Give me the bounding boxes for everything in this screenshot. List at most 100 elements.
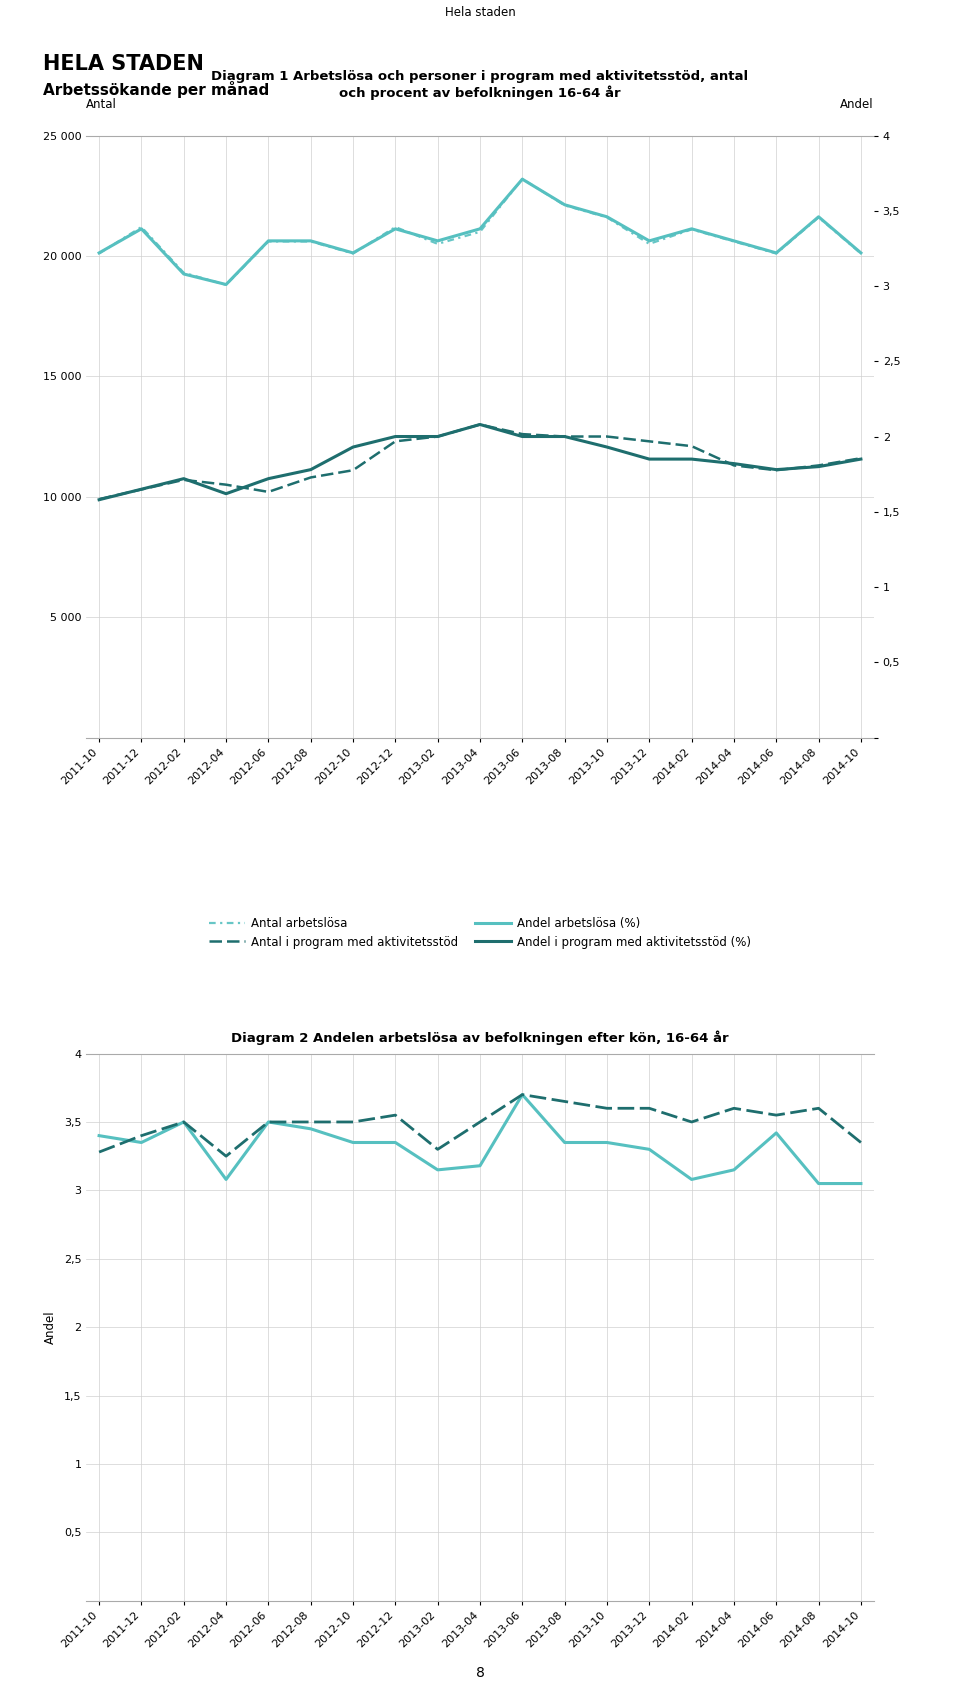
Män bbox=[685, 1111, 697, 1132]
Antal arbetslösa bbox=[643, 234, 655, 254]
Antal i program med aktivitetsstöd bbox=[390, 432, 401, 452]
Line: Män: Män bbox=[99, 1094, 861, 1157]
Män bbox=[474, 1111, 486, 1132]
Kvinnor bbox=[432, 1160, 444, 1181]
Män bbox=[559, 1091, 570, 1111]
Män bbox=[855, 1132, 867, 1152]
Y-axis label: Andel: Andel bbox=[44, 1311, 57, 1343]
Text: Antal: Antal bbox=[86, 98, 117, 112]
Andel arbetslösa (%) bbox=[601, 207, 612, 227]
Andel arbetslösa (%) bbox=[855, 242, 867, 263]
Antal arbetslösa bbox=[390, 217, 401, 237]
Antal i program med aktivitetsstöd bbox=[729, 456, 740, 476]
Antal i program med aktivitetsstöd bbox=[178, 469, 189, 490]
Antal arbetslösa bbox=[178, 263, 189, 283]
Män bbox=[643, 1098, 655, 1118]
Män bbox=[348, 1111, 359, 1132]
Antal i program med aktivitetsstöd bbox=[601, 427, 612, 447]
Antal i program med aktivitetsstöd bbox=[559, 427, 570, 447]
Kvinnor bbox=[771, 1123, 782, 1143]
Kvinnor bbox=[348, 1132, 359, 1152]
Kvinnor bbox=[813, 1174, 825, 1194]
Andel arbetslösa (%) bbox=[263, 230, 275, 251]
Andel arbetslösa (%) bbox=[771, 242, 782, 263]
Antal arbetslösa bbox=[474, 222, 486, 242]
Kvinnor bbox=[729, 1160, 740, 1181]
Kvinnor bbox=[305, 1118, 317, 1138]
Kvinnor bbox=[93, 1125, 105, 1145]
Kvinnor bbox=[390, 1132, 401, 1152]
Antal i program med aktivitetsstöd bbox=[305, 468, 317, 488]
Andel i program med aktivitetsstöd (%) bbox=[390, 427, 401, 447]
Kvinnor bbox=[178, 1111, 189, 1132]
Antal i program med aktivitetsstöd bbox=[685, 435, 697, 456]
Text: HELA STADEN: HELA STADEN bbox=[43, 54, 204, 75]
Title: Diagram 2 Andelen arbetslösa av befolkningen efter kön, 16-64 år: Diagram 2 Andelen arbetslösa av befolkni… bbox=[231, 1032, 729, 1045]
Antal arbetslösa bbox=[305, 232, 317, 252]
Antal i program med aktivitetsstöd bbox=[855, 447, 867, 468]
Män bbox=[93, 1142, 105, 1162]
Antal i program med aktivitetsstöd bbox=[813, 456, 825, 476]
Antal i program med aktivitetsstöd bbox=[263, 481, 275, 501]
Andel i program med aktivitetsstöd (%) bbox=[516, 427, 528, 447]
Antal arbetslösa bbox=[601, 207, 612, 227]
Män bbox=[390, 1104, 401, 1125]
Andel i program med aktivitetsstöd (%) bbox=[348, 437, 359, 457]
Andel i program med aktivitetsstöd (%) bbox=[263, 469, 275, 490]
Män bbox=[813, 1098, 825, 1118]
Andel i program med aktivitetsstöd (%) bbox=[685, 449, 697, 469]
Antal arbetslösa bbox=[855, 244, 867, 264]
Män bbox=[729, 1098, 740, 1118]
Antal arbetslösa bbox=[348, 244, 359, 264]
Kvinnor bbox=[643, 1138, 655, 1159]
Män bbox=[516, 1084, 528, 1104]
Andel i program med aktivitetsstöd (%) bbox=[305, 459, 317, 479]
Andel i program med aktivitetsstöd (%) bbox=[643, 449, 655, 469]
Antal arbetslösa bbox=[771, 244, 782, 264]
Män bbox=[432, 1138, 444, 1159]
Andel i program med aktivitetsstöd (%) bbox=[220, 483, 231, 503]
Andel arbetslösa (%) bbox=[813, 207, 825, 227]
Andel i program med aktivitetsstöd (%) bbox=[474, 415, 486, 435]
Andel arbetslösa (%) bbox=[93, 242, 105, 263]
Legend: Antal arbetslösa, Antal i program med aktivitetsstöd, Andel arbetslösa (%), Ande: Antal arbetslösa, Antal i program med ak… bbox=[204, 911, 756, 954]
Antal i program med aktivitetsstöd bbox=[474, 415, 486, 435]
Andel i program med aktivitetsstöd (%) bbox=[855, 449, 867, 469]
Antal arbetslösa bbox=[432, 234, 444, 254]
Män bbox=[601, 1098, 612, 1118]
Andel i program med aktivitetsstöd (%) bbox=[135, 479, 147, 500]
Andel i program med aktivitetsstöd (%) bbox=[601, 437, 612, 457]
Text: Andel: Andel bbox=[840, 98, 874, 112]
Andel arbetslösa (%) bbox=[643, 230, 655, 251]
Antal arbetslösa bbox=[220, 274, 231, 295]
Kvinnor bbox=[559, 1132, 570, 1152]
Antal i program med aktivitetsstöd bbox=[220, 474, 231, 495]
Line: Antal arbetslösa: Antal arbetslösa bbox=[99, 180, 861, 285]
Andel arbetslösa (%) bbox=[516, 169, 528, 190]
Kvinnor bbox=[474, 1155, 486, 1176]
Andel i program med aktivitetsstöd (%) bbox=[178, 469, 189, 490]
Män bbox=[135, 1125, 147, 1145]
Antal arbetslösa bbox=[559, 195, 570, 215]
Män bbox=[263, 1111, 275, 1132]
Kvinnor bbox=[601, 1132, 612, 1152]
Män bbox=[220, 1147, 231, 1167]
Antal arbetslösa bbox=[135, 217, 147, 237]
Line: Kvinnor: Kvinnor bbox=[99, 1094, 861, 1184]
Andel arbetslösa (%) bbox=[559, 195, 570, 215]
Andel i program med aktivitetsstöd (%) bbox=[432, 427, 444, 447]
Text: 8: 8 bbox=[475, 1667, 485, 1680]
Andel i program med aktivitetsstöd (%) bbox=[813, 456, 825, 476]
Antal arbetslösa bbox=[813, 207, 825, 227]
Antal i program med aktivitetsstöd bbox=[771, 461, 782, 481]
Antal arbetslösa bbox=[729, 232, 740, 252]
Kvinnor bbox=[263, 1111, 275, 1132]
Män bbox=[178, 1111, 189, 1132]
Text: Arbetssökande per månad: Arbetssökande per månad bbox=[43, 81, 270, 98]
Antal i program med aktivitetsstöd bbox=[93, 490, 105, 510]
Antal arbetslösa bbox=[93, 244, 105, 264]
Män bbox=[305, 1111, 317, 1132]
Kvinnor bbox=[685, 1169, 697, 1189]
Kvinnor bbox=[135, 1132, 147, 1152]
Andel arbetslösa (%) bbox=[135, 219, 147, 239]
